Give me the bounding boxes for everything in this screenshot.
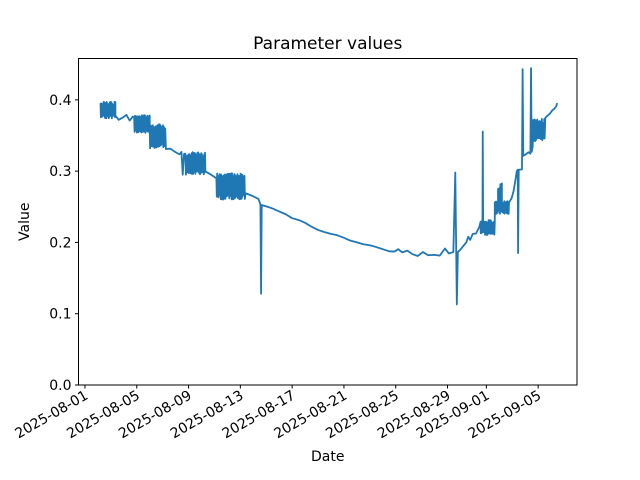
axes-ticks: 0.00.10.20.30.42025-08-012025-08-052025-… <box>13 93 545 442</box>
y-tick-label: 0.2 <box>49 235 71 251</box>
y-tick-label: 0.1 <box>49 307 71 323</box>
y-tick-label: 0.4 <box>49 93 71 109</box>
plot-title: Parameter values <box>253 34 402 54</box>
plot-frame <box>78 58 578 386</box>
y-tick-label: 0.3 <box>49 164 71 180</box>
y-axis-label: Value <box>17 203 33 241</box>
data-line <box>99 67 558 306</box>
y-tick-label: 0.0 <box>49 378 71 394</box>
x-axis-label: Date <box>311 449 344 465</box>
data-series <box>99 67 558 306</box>
